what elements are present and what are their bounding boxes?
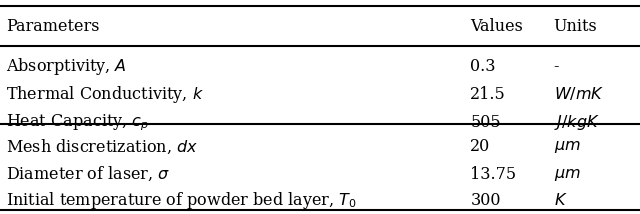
Text: 505: 505 xyxy=(470,114,501,131)
Text: Mesh discretization, $\mathit{dx}$: Mesh discretization, $\mathit{dx}$ xyxy=(6,138,198,156)
Text: 20: 20 xyxy=(470,138,491,155)
Text: Parameters: Parameters xyxy=(6,18,100,35)
Text: Heat Capacity, $\mathit{c_p}$: Heat Capacity, $\mathit{c_p}$ xyxy=(6,112,150,132)
Text: $\mathit{W/mK}$: $\mathit{W/mK}$ xyxy=(554,86,604,103)
Text: 13.75: 13.75 xyxy=(470,166,516,183)
Text: 21.5: 21.5 xyxy=(470,86,506,103)
Text: 300: 300 xyxy=(470,192,501,209)
Text: 0.3: 0.3 xyxy=(470,58,496,76)
Text: Initial temperature of powder bed layer, $\mathit{T_0}$: Initial temperature of powder bed layer,… xyxy=(6,190,357,211)
Text: Units: Units xyxy=(554,18,597,35)
Text: $\mathit{J/kgK}$: $\mathit{J/kgK}$ xyxy=(554,113,599,132)
Text: -: - xyxy=(554,58,559,76)
Text: $\mathit{K}$: $\mathit{K}$ xyxy=(554,192,567,209)
Text: Values: Values xyxy=(470,18,524,35)
Text: Diameter of laser, $\mathit{\sigma}$: Diameter of laser, $\mathit{\sigma}$ xyxy=(6,165,170,183)
Text: Absorptivity, $\mathit{A}$: Absorptivity, $\mathit{A}$ xyxy=(6,56,127,77)
Text: $\mathit{\mu m}$: $\mathit{\mu m}$ xyxy=(554,138,580,155)
Text: Thermal Conductivity, $\mathit{k}$: Thermal Conductivity, $\mathit{k}$ xyxy=(6,84,204,105)
Text: $\mathit{\mu m}$: $\mathit{\mu m}$ xyxy=(554,166,580,183)
